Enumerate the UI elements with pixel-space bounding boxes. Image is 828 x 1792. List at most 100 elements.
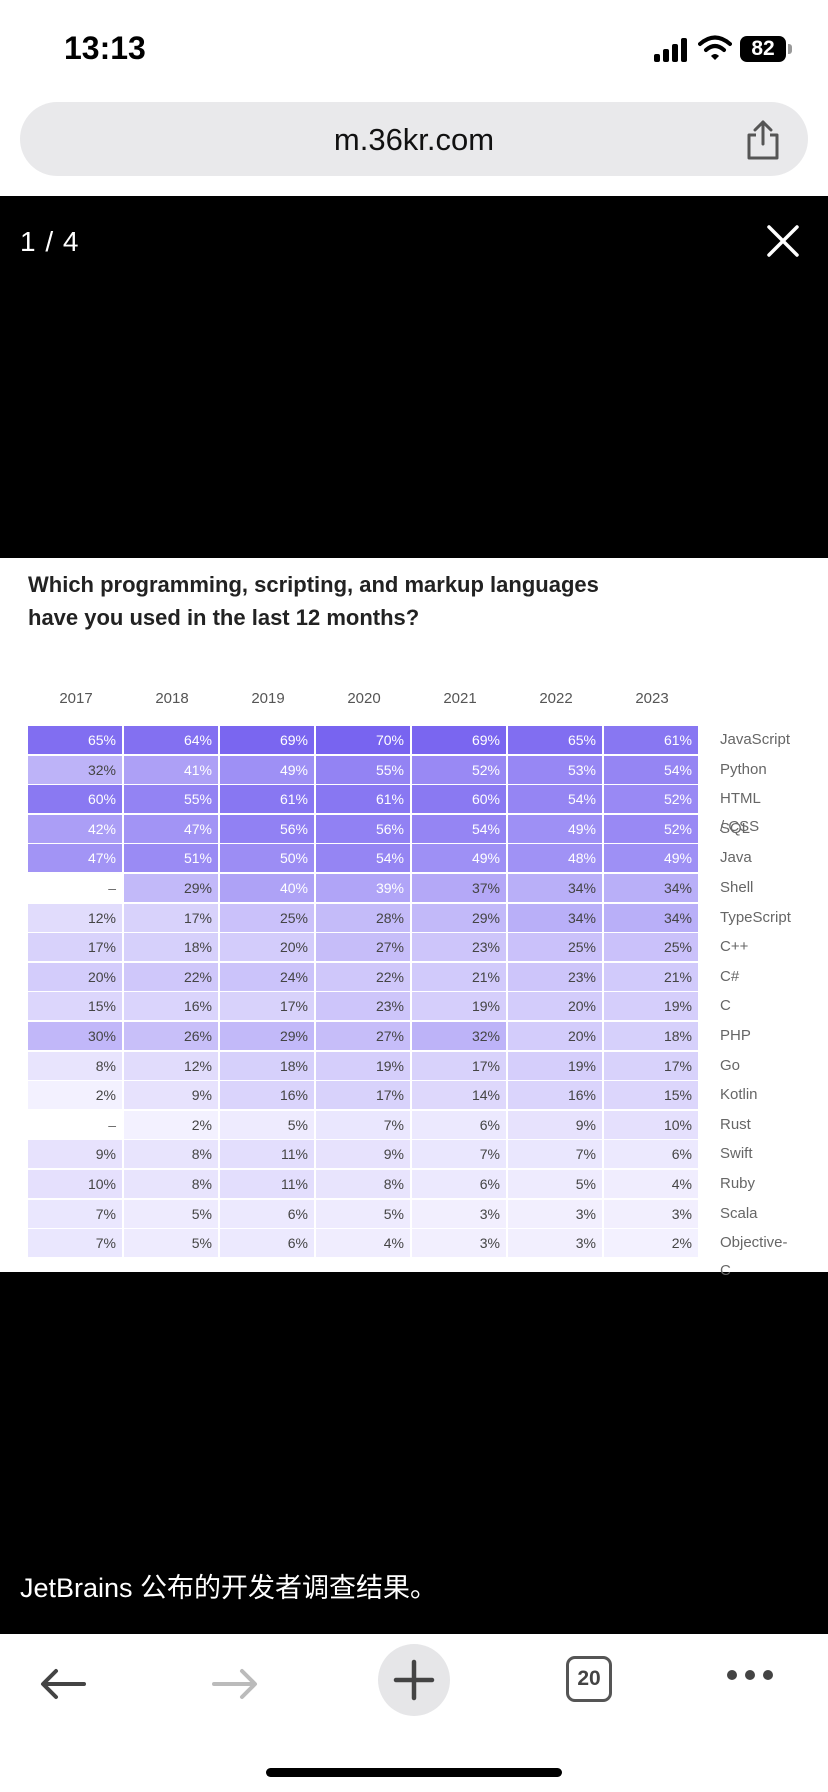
year-label: 2018 bbox=[155, 690, 189, 707]
heatmap-cell: 4% bbox=[316, 1229, 410, 1258]
heatmap-cell: 10% bbox=[28, 1170, 122, 1198]
heatmap-cell: 19% bbox=[604, 992, 698, 1021]
heatmap-cell: 7% bbox=[412, 1140, 506, 1169]
url-text[interactable]: m.36kr.com bbox=[333, 122, 495, 157]
status-bar: 13:13 82 bbox=[0, 0, 828, 98]
heatmap-cell: 2% bbox=[604, 1229, 698, 1258]
share-icon[interactable] bbox=[746, 120, 780, 160]
heatmap-cell: 2% bbox=[124, 1110, 218, 1139]
heatmap-cell: 34% bbox=[604, 874, 698, 902]
heatmap-cell: 65% bbox=[28, 726, 122, 754]
heatmap-cell: 8% bbox=[124, 1170, 218, 1198]
heatmap-cell: 9% bbox=[316, 1140, 410, 1169]
heatmap-cell: 17% bbox=[316, 1081, 410, 1110]
heatmap-cell: 6% bbox=[604, 1140, 698, 1169]
heatmap-cell: 6% bbox=[412, 1110, 506, 1139]
heatmap-cell: 6% bbox=[220, 1199, 314, 1228]
back-arrow-icon[interactable] bbox=[40, 1668, 86, 1700]
heatmap-cell: 21% bbox=[412, 962, 506, 991]
tab-count-button[interactable]: 20 bbox=[566, 1656, 612, 1702]
language-label: Scala bbox=[720, 1204, 758, 1222]
heatmap-cell: 54% bbox=[412, 814, 506, 843]
heatmap-cell: 23% bbox=[412, 933, 506, 962]
year-label: 2021 bbox=[443, 690, 477, 707]
heatmap-cell: 32% bbox=[28, 755, 122, 784]
heatmap-cell: 5% bbox=[508, 1170, 602, 1198]
heatmap-cell: 9% bbox=[124, 1081, 218, 1110]
year-label: 2023 bbox=[635, 690, 669, 707]
heatmap-cell: 10% bbox=[604, 1110, 698, 1139]
heatmap-cell: 4% bbox=[604, 1170, 698, 1198]
heatmap-cell: 20% bbox=[220, 933, 314, 962]
heatmap-cell: 25% bbox=[604, 933, 698, 962]
heatmap-cell: 61% bbox=[604, 726, 698, 754]
heatmap-cell: – bbox=[28, 874, 122, 902]
language-label: Python bbox=[720, 760, 767, 778]
heatmap-cell: 55% bbox=[124, 785, 218, 814]
heatmap-cell: 49% bbox=[412, 844, 506, 873]
heatmap-cell: 47% bbox=[124, 814, 218, 843]
heatmap-cell: 34% bbox=[508, 903, 602, 932]
heatmap-cell: 12% bbox=[28, 903, 122, 932]
survey-image[interactable]: Which programming, scripting, and markup… bbox=[0, 558, 828, 1279]
heatmap-cell: 28% bbox=[316, 903, 410, 932]
language-label: Ruby bbox=[720, 1175, 756, 1192]
heatmap-cell: 21% bbox=[604, 962, 698, 991]
survey-question: Which programming, scripting, and markup… bbox=[28, 572, 599, 630]
heatmap-cell: 55% bbox=[316, 755, 410, 784]
new-tab-button[interactable] bbox=[378, 1644, 450, 1716]
heatmap-cell: 2% bbox=[28, 1081, 122, 1110]
heatmap-cell: 6% bbox=[220, 1229, 314, 1258]
bottom-toolbar: 20 bbox=[0, 1634, 828, 1792]
cellular-signal-icon bbox=[654, 38, 687, 62]
language-label: C bbox=[720, 997, 731, 1015]
heatmap-cell: 3% bbox=[604, 1199, 698, 1228]
heatmap-cell: 5% bbox=[124, 1229, 218, 1258]
address-bar[interactable]: m.36kr.com bbox=[20, 102, 808, 176]
heatmap-cell: 19% bbox=[508, 1051, 602, 1080]
heatmap-cell: 17% bbox=[604, 1051, 698, 1080]
language-label: Java bbox=[720, 849, 752, 867]
heatmap-cell: 20% bbox=[508, 992, 602, 1021]
image-viewer[interactable]: 1 / 4 Which programming, scripting, and … bbox=[0, 196, 828, 1634]
year-label: 2020 bbox=[347, 690, 381, 707]
heatmap-cell: 22% bbox=[316, 962, 410, 991]
forward-arrow-icon[interactable] bbox=[212, 1668, 258, 1700]
heatmap-cell: 49% bbox=[508, 814, 602, 843]
heatmap-cell: 3% bbox=[508, 1199, 602, 1228]
heatmap-cell: 49% bbox=[220, 755, 314, 784]
heatmap-cell: 20% bbox=[28, 962, 122, 991]
year-label: 2017 bbox=[59, 690, 93, 707]
heatmap-cell: 29% bbox=[124, 874, 218, 902]
language-label: C++ bbox=[720, 938, 749, 956]
heatmap-cell: 5% bbox=[220, 1110, 314, 1139]
heatmap-cell: 15% bbox=[28, 992, 122, 1021]
heatmap-cell: 18% bbox=[604, 1022, 698, 1050]
heatmap-cell: 12% bbox=[124, 1051, 218, 1080]
heatmap-cell: 5% bbox=[124, 1199, 218, 1228]
heatmap-cell: 54% bbox=[604, 755, 698, 784]
heatmap-cell: 69% bbox=[412, 726, 506, 754]
heatmap-cell: 60% bbox=[412, 785, 506, 814]
language-label: Rust bbox=[720, 1115, 751, 1133]
image-counter: 1 / 4 bbox=[20, 226, 80, 257]
heatmap-cell: 11% bbox=[220, 1170, 314, 1198]
heatmap-cell: 34% bbox=[508, 874, 602, 902]
heatmap-cell: 3% bbox=[508, 1229, 602, 1258]
home-indicator bbox=[266, 1768, 562, 1777]
heatmap-cell: 39% bbox=[316, 874, 410, 902]
more-icon[interactable] bbox=[726, 1668, 774, 1682]
heatmap-cell: 24% bbox=[220, 962, 314, 991]
heatmap-cell: 3% bbox=[412, 1229, 506, 1258]
heatmap-cell: 17% bbox=[220, 992, 314, 1021]
heatmap-cell: 60% bbox=[28, 785, 122, 814]
heatmap-cell: 20% bbox=[508, 1022, 602, 1050]
battery-level: 82 bbox=[740, 36, 786, 62]
heatmap-cell: 7% bbox=[316, 1110, 410, 1139]
close-icon[interactable] bbox=[766, 224, 800, 258]
heatmap-cell: 49% bbox=[604, 844, 698, 873]
heatmap-cell: 65% bbox=[508, 726, 602, 754]
heatmap-cell: 16% bbox=[508, 1081, 602, 1110]
plus-icon bbox=[393, 1659, 435, 1701]
heatmap-cell: 29% bbox=[412, 903, 506, 932]
